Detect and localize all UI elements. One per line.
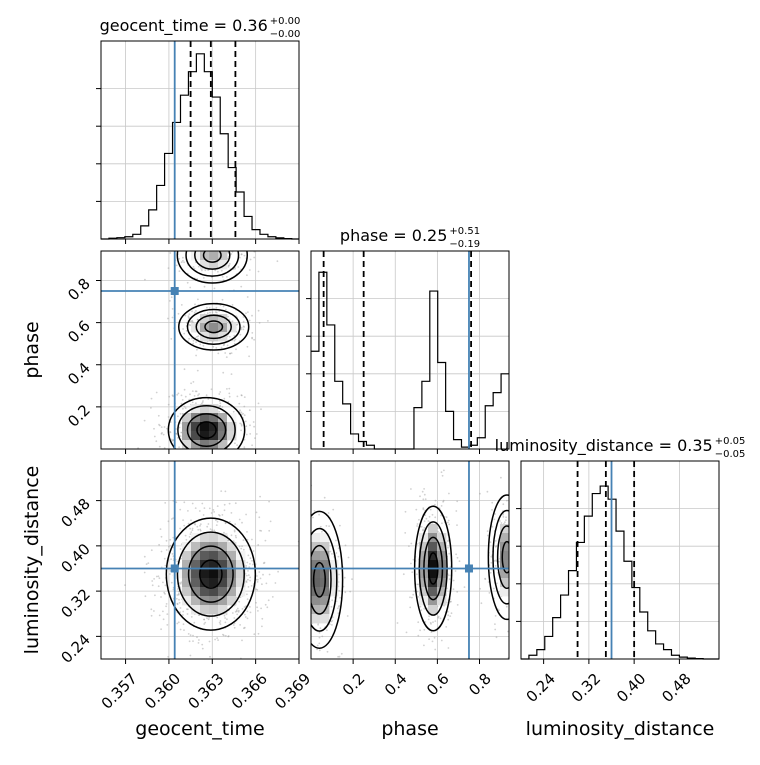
density-panel-geocent_time__luminosity_distance: [96, 460, 300, 664]
panel-title-phase: phase = 0.25 +0.51 −0.19: [340, 226, 480, 250]
xtick-label-phase-3: 0.8: [465, 670, 495, 700]
labels: geocent_time = 0.36 +0.00 −0.00 phase = 0.2…: [21, 16, 745, 740]
truth-marker-geocent_time__phase: [170, 287, 179, 296]
panel-title-geocent_time: geocent_time = 0.36 +0.00 −0.00: [100, 16, 301, 40]
contour-geocent_time__luminosity_distance-0-3: [198, 559, 223, 589]
contour-geocent_time__luminosity_distance-0-0: [165, 517, 257, 631]
truth-marker-geocent_time__luminosity_distance: [170, 564, 179, 573]
contour-geocent_time__phase-2-2: [194, 251, 231, 270]
density-content-geocent_time__phase: [101, 251, 299, 449]
hist-panel-geocent_time: [96, 40, 300, 244]
xtick-label-luminosity_distance-0: 0.24: [523, 670, 559, 706]
hist-frame-luminosity_distance: [520, 460, 720, 660]
contour-geocent_time__phase-0-2: [186, 413, 227, 448]
panel-title-plus-geocent_time: +0.00: [270, 16, 301, 27]
hist-panel-phase: [306, 250, 510, 454]
contour-geocent_time__phase-2-0: [176, 251, 248, 284]
panel-title-plus-luminosity_distance: +0.05: [715, 436, 746, 447]
ytick-label-phase-1: 0.4: [64, 359, 94, 389]
contour-phase__luminosity_distance-2-2: [496, 525, 509, 590]
xtick-label-phase-1: 0.4: [381, 670, 411, 700]
xtick-label-geocent_time-4: 0.369: [271, 670, 314, 713]
density-frame-geocent_time__luminosity_distance: [100, 460, 300, 660]
density-content-geocent_time__luminosity_distance: [101, 461, 299, 659]
contour-geocent_time__phase-1-0: [178, 302, 250, 351]
contour-geocent_time__phase-2-1: [185, 251, 240, 277]
xtick-label-geocent_time-0: 0.357: [98, 670, 141, 713]
hist-step-geocent_time: [101, 53, 299, 240]
contour-geocent_time__phase-0-1: [177, 404, 236, 449]
panel-title-text-phase: phase = 0.25: [340, 226, 447, 245]
truth-marker-phase__luminosity_distance: [464, 564, 473, 573]
contour-phase__luminosity_distance-0-1: [311, 527, 338, 632]
xaxis-title-luminosity_distance: luminosity_distance: [526, 718, 715, 740]
ytick-label-phase-2: 0.6: [64, 317, 94, 347]
panel-title-text-geocent_time: geocent_time = 0.36: [100, 16, 268, 36]
xtick-label-phase-0: 0.2: [339, 670, 369, 700]
yaxis-title-phase: phase: [21, 321, 43, 378]
panel-title-text-luminosity_distance: luminosity_distance = 0.35: [495, 436, 713, 456]
ytick-label-luminosity_distance-2: 0.40: [57, 540, 93, 576]
ytick-label-luminosity_distance-0: 0.24: [57, 630, 93, 666]
xaxis-title-geocent_time: geocent_time: [135, 718, 264, 740]
hist-panel-luminosity_distance: [516, 460, 720, 664]
contour-geocent_time__phase-0-0: [167, 396, 246, 449]
ytick-label-luminosity_distance-3: 0.48: [57, 495, 93, 531]
yaxis-title-luminosity_distance: luminosity_distance: [21, 466, 43, 655]
density-frame-geocent_time__phase: [100, 250, 300, 450]
density-frame-phase__luminosity_distance: [310, 460, 510, 660]
xaxis-title-phase: phase: [381, 718, 438, 740]
contour-phase__luminosity_distance-2-3: [501, 540, 509, 574]
contour-phase__luminosity_distance-0-3: [312, 561, 326, 598]
xtick-label-geocent_time-1: 0.360: [141, 670, 184, 713]
panel-title-plus-phase: +0.51: [449, 226, 480, 237]
panels: [96, 40, 720, 664]
density-content-phase__luminosity_distance: [311, 461, 509, 659]
contour-geocent_time__phase-1-2: [195, 314, 232, 340]
density-panel-geocent_time__phase: [96, 250, 300, 454]
hist-frame-phase: [310, 250, 510, 450]
xtick-label-geocent_time-3: 0.366: [228, 670, 271, 713]
xtick-label-luminosity_distance-3: 0.48: [658, 670, 694, 706]
hist-frame-geocent_time: [100, 40, 300, 240]
xtick-label-luminosity_distance-2: 0.40: [613, 670, 649, 706]
contour-phase__luminosity_distance-2-0: [487, 494, 509, 621]
contour-geocent_time__luminosity_distance-0-1: [176, 531, 245, 617]
xtick-label-phase-2: 0.6: [423, 670, 453, 700]
contour-geocent_time__phase-2-3: [202, 251, 222, 263]
hist-step-phase: [311, 271, 509, 450]
contour-phase__luminosity_distance-2-1: [492, 509, 509, 605]
ytick-label-luminosity_distance-1: 0.32: [57, 585, 93, 621]
contour-geocent_time__phase-1-3: [204, 320, 224, 334]
xtick-label-geocent_time-2: 0.363: [184, 670, 227, 713]
contour-geocent_time__luminosity_distance-0-2: [187, 545, 234, 603]
contour-phase__luminosity_distance-0-0: [311, 510, 344, 649]
ytick-label-phase-0: 0.2: [64, 401, 94, 431]
panel-title-minus-phase: −0.19: [449, 239, 480, 250]
hist-step-luminosity_distance: [521, 485, 719, 660]
panel-title-minus-geocent_time: −0.00: [270, 29, 301, 40]
contour-phase__luminosity_distance-0-2: [311, 544, 332, 615]
density-panel-phase__luminosity_distance: [310, 460, 510, 664]
ytick-label-phase-3: 0.8: [64, 275, 94, 305]
contour-geocent_time__phase-1-1: [186, 308, 241, 345]
panel-title-minus-luminosity_distance: −0.05: [715, 449, 746, 460]
xtick-label-luminosity_distance-1: 0.32: [568, 670, 604, 706]
contour-geocent_time__phase-0-3: [196, 421, 217, 439]
panel-title-luminosity_distance: luminosity_distance = 0.35 +0.05 −0.05: [495, 436, 746, 460]
